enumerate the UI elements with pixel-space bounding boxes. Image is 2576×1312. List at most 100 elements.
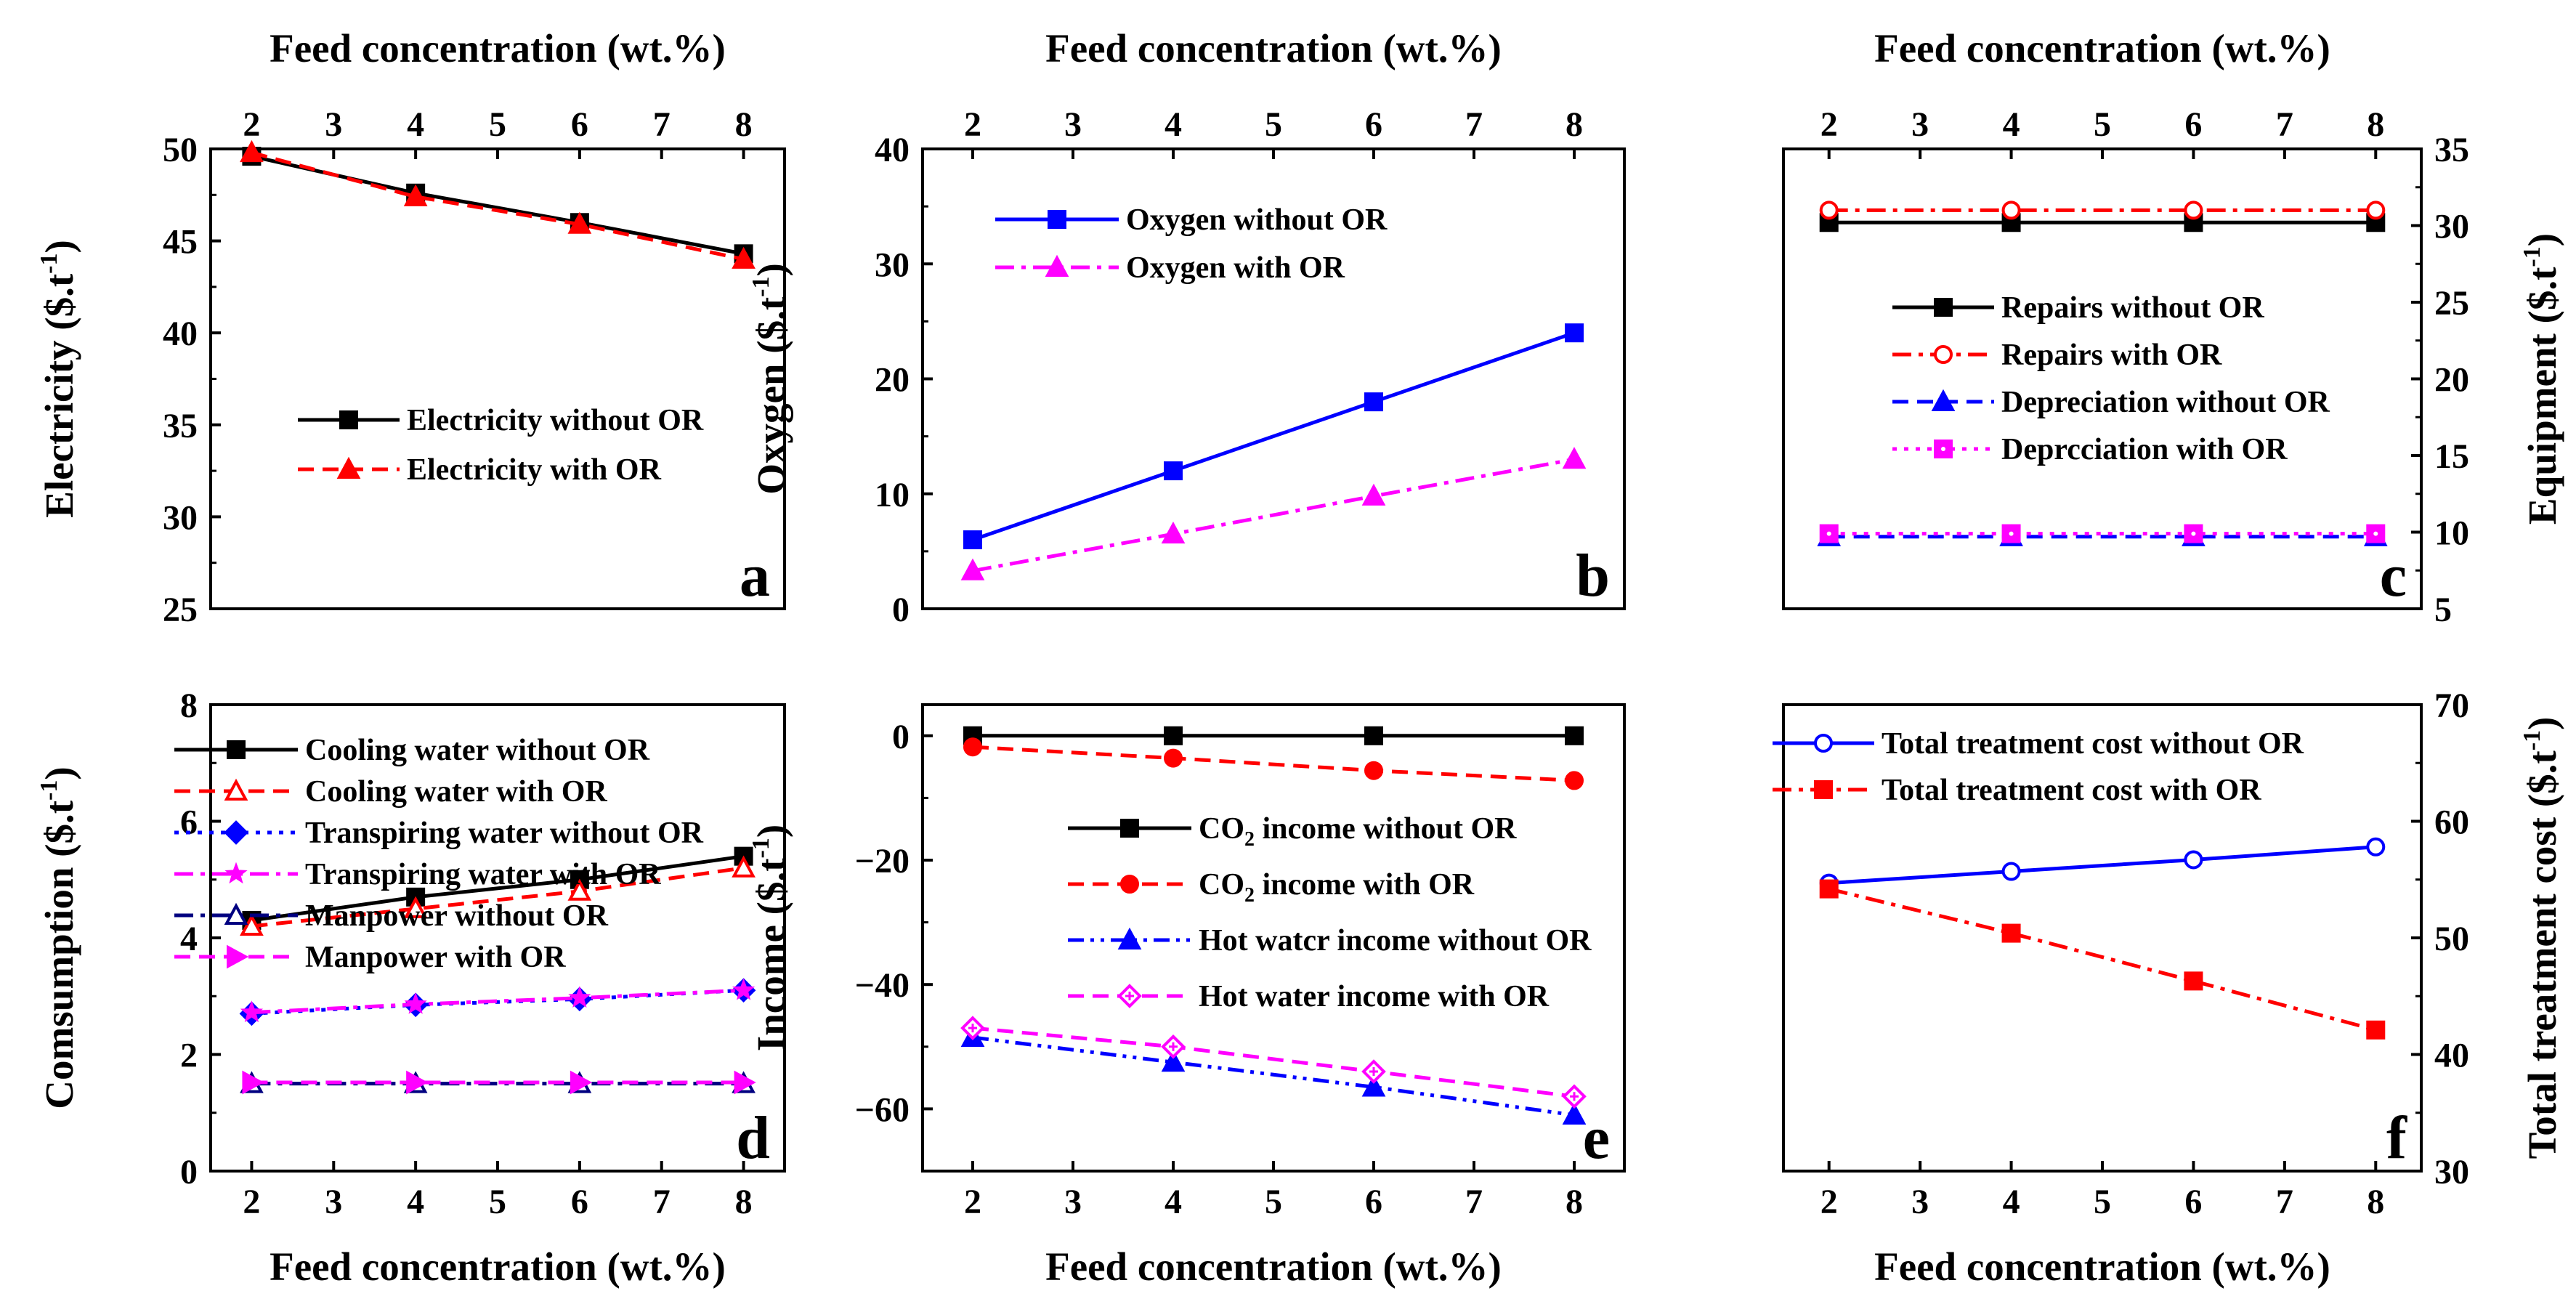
series-hot-water-income-with-or [960, 1016, 1587, 1109]
data-point [2184, 850, 2203, 870]
legend-label: Transpiring water with OR [305, 858, 661, 891]
data-point [403, 184, 428, 206]
legend-marker-cross [1125, 992, 1134, 1000]
panel-b: 2 3 4 5 6 7 8 Feed concentration (wt.%) 0 10 20 30 4… [748, 26, 1626, 629]
legend-marker [1045, 254, 1069, 277]
legend-entry: CO2 income with OR [1068, 868, 1475, 907]
y-tick-label: 40 [163, 315, 198, 353]
legend-label: Cooling water with OR [305, 775, 607, 809]
data-point [1364, 392, 1383, 412]
x-tick-label: 8 [2367, 1183, 2384, 1221]
y-axis-title-tail: ) [749, 825, 793, 838]
x-tick-label: 7 [1465, 1183, 1483, 1221]
legend-entry: Oxygen without OR [995, 203, 1388, 237]
x-tick-label: 6 [1365, 105, 1382, 144]
x-tick-label: 5 [489, 105, 506, 144]
series-line [972, 457, 1575, 573]
series-hot-watcr-income-without-or [960, 1024, 1587, 1125]
x-tick-label: 2 [243, 1183, 260, 1221]
panel-letter: b [1576, 542, 1610, 610]
data-point-dot [2191, 531, 2196, 536]
series-transpiring-water-without-or [239, 978, 756, 1026]
x-tick-label: 6 [2184, 105, 2202, 144]
panel-letter: c [2380, 542, 2407, 610]
legend-marker [224, 862, 248, 884]
x-tick-label: 7 [653, 105, 671, 144]
y-tick-label: 6 [180, 803, 198, 842]
data-point [240, 139, 264, 163]
data-point [2001, 923, 2021, 943]
legend-marker [1117, 927, 1142, 949]
legend-entry: Hot watcr income without OR [1068, 924, 1592, 957]
series-line [1828, 845, 2376, 886]
legend-entry: Manpower with OR [174, 941, 566, 974]
series-line [972, 745, 1575, 782]
legend-entry: Repairs with OR [1892, 339, 2222, 372]
y-axis-title-sup: -1 [36, 780, 62, 801]
x-tick-label: 7 [2276, 105, 2293, 144]
series-line [251, 150, 745, 262]
y-axis-title-tail: ) [2520, 233, 2564, 246]
x-tick-label: 4 [2003, 105, 2020, 144]
y-axis-title-tail: ) [749, 263, 793, 276]
series-repairs-with-or [1819, 201, 2386, 220]
series-line [972, 1035, 1575, 1117]
x-tick-label: 7 [1465, 105, 1483, 144]
panel-c: 2 3 4 5 6 7 8 Feed concentration (wt.%) 5 10 15 20 2… [1782, 26, 2564, 629]
y-axis-title-sup: -1 [748, 277, 774, 297]
legend-label: CO2 income without OR [1199, 812, 1517, 851]
y-tick-label: 30 [2434, 208, 2469, 246]
legend-label: Hot watcr income without OR [1199, 924, 1592, 957]
series-oxygen-without-or [963, 323, 1584, 550]
series-manpower-with-or [242, 1070, 756, 1095]
top-axis-title: Feed concentration (wt.%) [1874, 26, 2330, 70]
panel-letter: d [736, 1104, 770, 1172]
y-axis-title-tail: ) [37, 240, 81, 253]
y-axis-title: Comsumption ($.t-1) [36, 766, 81, 1109]
data-point [2366, 1020, 2386, 1040]
y-axis-title-text: Total treatment cost ($.t [2520, 750, 2564, 1159]
legend-marker [1931, 389, 1956, 411]
x-tick-label: 7 [653, 1183, 671, 1221]
panel-letter: a [740, 542, 770, 610]
legend-marker [1934, 345, 1953, 364]
y-tick-label: 30 [2434, 1153, 2469, 1191]
y-tick-label: 5 [2434, 591, 2452, 629]
data-point [1562, 447, 1587, 469]
legend-label: Repairs with OR [2001, 339, 2222, 372]
legend-label: Electricity with OR [407, 453, 662, 487]
legend-entry: Depreciation without OR [1892, 386, 2330, 419]
x-tick-label: 4 [2003, 1183, 2020, 1221]
series-line [251, 866, 744, 928]
legend-entry: Transpiring water without OR [174, 817, 704, 850]
legend-label: Total treatment cost with OR [1882, 774, 2261, 807]
series-cooling-water-with-or [240, 855, 756, 936]
data-point [732, 855, 756, 878]
x-tick-label: 5 [489, 1183, 506, 1221]
legend-label: Total treatment cost without OR [1882, 727, 2304, 761]
data-point [1819, 201, 1839, 220]
y-tick-label: 70 [2434, 687, 2469, 725]
data-point [1562, 1102, 1587, 1125]
data-point [2184, 971, 2203, 991]
data-point [1565, 323, 1584, 343]
data-point [240, 1000, 264, 1023]
legend-label-text: CO [1199, 868, 1244, 902]
x-tick-label: 2 [243, 105, 260, 144]
y-tick-label: 25 [163, 591, 198, 629]
legend-marker [339, 410, 358, 429]
legend-label-text: CO [1199, 812, 1244, 846]
y-tick-label: 15 [2434, 437, 2469, 476]
legend-entry: CO2 income without OR [1068, 812, 1517, 851]
legend-label-sub: 2 [1244, 884, 1255, 907]
data-point [960, 558, 985, 580]
x-axis-title: Feed concentration (wt.%) [1045, 1244, 1502, 1289]
y-tick-label: 40 [875, 131, 910, 169]
legend-entry: Total treatment cost without OR [1773, 727, 2304, 761]
x-tick-label: 6 [1365, 1183, 1382, 1221]
y-axis-title: Income ($.t-1) [748, 825, 793, 1051]
y-tick-label: −60 [855, 1090, 910, 1129]
legend-marker [1048, 210, 1066, 229]
legend-entry: Manpower without OR [174, 899, 609, 933]
data-point-cross [1570, 1092, 1579, 1101]
